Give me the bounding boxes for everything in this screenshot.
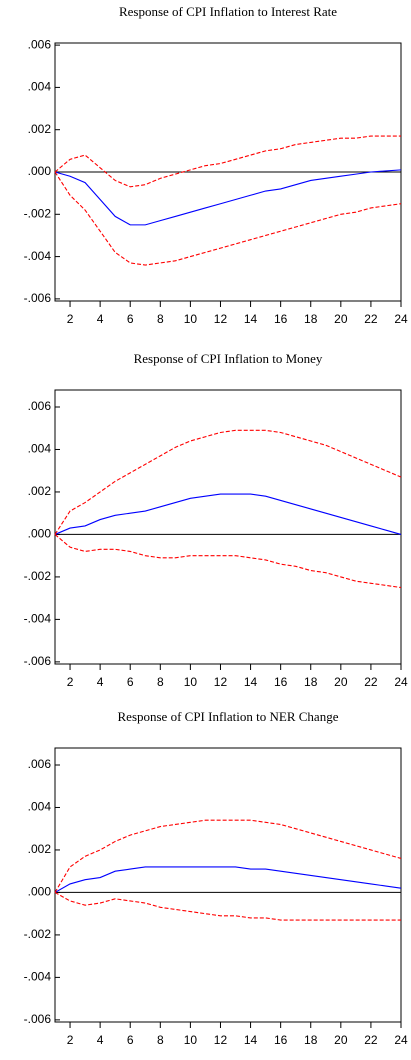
y-tick-label: .000 — [28, 885, 52, 899]
y-tick-label: .000 — [28, 164, 52, 178]
x-tick-label: 24 — [394, 312, 408, 326]
y-tick-label: -.004 — [24, 249, 52, 263]
x-tick-label: 10 — [184, 1033, 198, 1047]
chart-title: Response of CPI Inflation to Interest Ra… — [119, 4, 337, 19]
x-tick-label: 22 — [364, 1033, 378, 1047]
x-tick-label: 4 — [97, 675, 104, 689]
y-tick-label: -.002 — [24, 206, 52, 220]
y-tick-label: -.006 — [24, 1012, 52, 1026]
x-tick-label: 20 — [334, 1033, 348, 1047]
x-tick-label: 2 — [67, 1033, 74, 1047]
x-tick-label: 8 — [157, 312, 164, 326]
response-line — [54, 866, 402, 893]
x-tick-label: 6 — [127, 675, 134, 689]
x-tick-label: 18 — [304, 312, 318, 326]
response-line — [54, 493, 402, 535]
x-tick-label: 16 — [274, 1033, 288, 1047]
x-tick-label: 4 — [97, 312, 104, 326]
x-tick-label: 24 — [394, 1033, 408, 1047]
y-tick-label: .004 — [28, 800, 52, 814]
x-tick-label: 2 — [67, 312, 74, 326]
plot-frame — [54, 747, 402, 1023]
x-tick-label: 24 — [394, 675, 408, 689]
band-line — [54, 135, 401, 188]
band-line — [54, 534, 402, 589]
y-tick-label: .002 — [28, 484, 52, 498]
y-tick-label: .002 — [28, 842, 52, 856]
band-line — [54, 171, 402, 266]
y-tick-label: .006 — [28, 37, 52, 51]
x-tick-label: 14 — [244, 675, 258, 689]
y-tick-label: -.006 — [24, 291, 52, 305]
x-tick-label: 8 — [157, 1033, 164, 1047]
y-tick-label: .004 — [28, 80, 52, 94]
x-tick-label: 16 — [274, 675, 288, 689]
x-tick-label: 4 — [97, 1033, 104, 1047]
y-tick-label: .000 — [28, 527, 52, 541]
x-tick-label: 22 — [364, 312, 378, 326]
x-tick-label: 18 — [304, 675, 318, 689]
x-tick-label: 20 — [334, 312, 348, 326]
x-tick-label: 22 — [364, 675, 378, 689]
x-tick-label: 18 — [304, 1033, 318, 1047]
response-line — [54, 169, 402, 226]
band-line — [54, 819, 402, 893]
x-tick-label: 20 — [334, 675, 348, 689]
x-tick-label: 6 — [127, 1033, 134, 1047]
x-tick-label: 16 — [274, 312, 288, 326]
x-tick-label: 8 — [157, 675, 164, 689]
band-line — [54, 891, 401, 921]
y-tick-label: .004 — [28, 442, 52, 456]
y-tick-label: .002 — [28, 122, 52, 136]
x-tick-label: 10 — [184, 675, 198, 689]
x-tick-label: 14 — [244, 312, 258, 326]
x-tick-label: 12 — [214, 312, 228, 326]
y-tick-label: -.006 — [24, 654, 52, 668]
y-tick-label: -.002 — [24, 569, 52, 583]
x-tick-label: 10 — [184, 312, 198, 326]
y-tick-label: .006 — [28, 399, 52, 413]
chart-title: Response of CPI Inflation to NER Change — [118, 709, 339, 724]
y-tick-label: -.004 — [24, 612, 52, 626]
x-tick-label: 12 — [214, 675, 228, 689]
y-tick-label: -.002 — [24, 927, 52, 941]
plot-frame — [54, 389, 402, 665]
x-tick-label: 2 — [67, 675, 74, 689]
chart-title: Response of CPI Inflation to Money — [134, 351, 323, 366]
y-tick-label: .006 — [28, 757, 52, 771]
x-tick-label: 14 — [244, 1033, 258, 1047]
x-tick-label: 12 — [214, 1033, 228, 1047]
x-tick-label: 6 — [127, 312, 134, 326]
band-line — [54, 429, 402, 535]
y-tick-label: -.004 — [24, 970, 52, 984]
